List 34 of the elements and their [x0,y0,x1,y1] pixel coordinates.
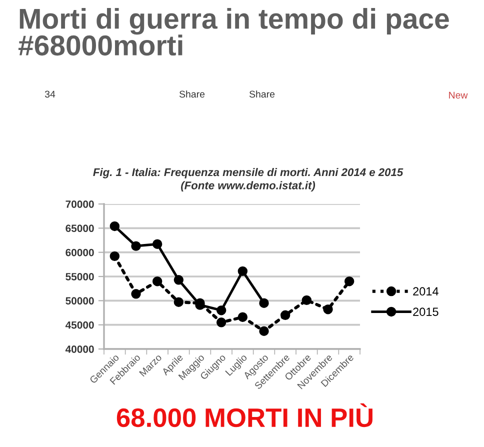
point [131,241,141,251]
point [216,305,226,316]
text: 68.000 MORTI IN PIÙ [116,403,372,428]
point [344,276,354,286]
y-tick-label: 65000 [66,224,94,232]
point [259,298,269,308]
text: Share [179,90,205,98]
chart-title: Morti di guerra in tempo di pace #68000morti [18,8,449,56]
point [216,318,226,328]
y-tick-label: 70000 [66,200,94,208]
point [131,289,141,299]
point [238,312,248,322]
point [238,266,248,276]
point [174,275,184,285]
text: 34 [44,90,56,98]
point [259,326,269,336]
point [302,295,312,306]
y-tick-label: 45000 [65,321,94,329]
legend-label: 2014 [413,287,438,296]
point [152,276,162,286]
point [110,251,120,262]
point [152,239,162,249]
y-tick-label: 55000 [66,273,94,280]
point [323,304,333,314]
chart-subtitle: Fig. 1 - Italia: Frequenza mensile di morti. Anni 2014 e 2015 (Fonte www.demo.istat.it) [93,168,404,192]
text: New [449,92,468,99]
point [110,221,120,232]
point [280,310,290,320]
legend-label: 2015 [413,308,438,316]
y-tick-label: 50000 [66,297,94,305]
y-tick-label: 60000 [66,248,94,256]
y-tick-label: 40000 [65,346,94,353]
text: Share [249,90,275,98]
point [174,297,184,307]
